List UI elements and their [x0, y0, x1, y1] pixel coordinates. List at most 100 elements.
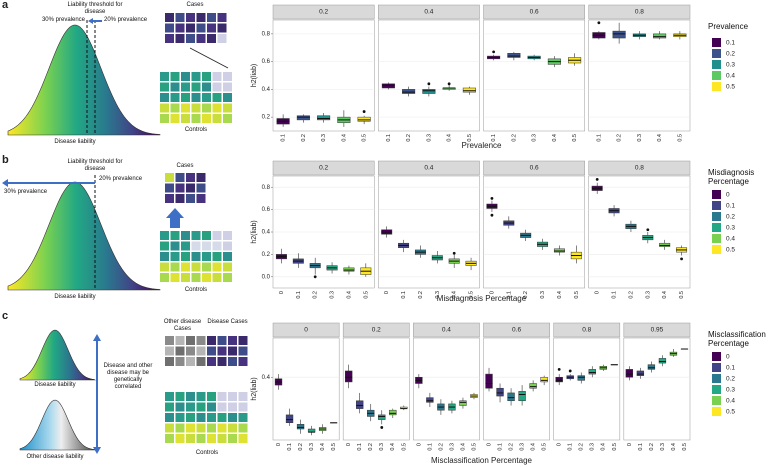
x-tick-label: 0.4	[447, 134, 453, 142]
outlier	[490, 213, 494, 217]
arrow-up	[166, 208, 184, 228]
y-axis-title: h2(liab)	[251, 220, 258, 243]
facet-panel	[272, 19, 375, 132]
individual	[228, 423, 237, 433]
individual	[165, 13, 174, 22]
axis-label: Other disease liability	[26, 454, 84, 460]
prevalence-label: 20% prevalence	[99, 176, 143, 182]
individual	[217, 34, 227, 43]
x-tick-label: 0.4	[657, 134, 663, 142]
individual	[196, 23, 206, 33]
facet-title: 0.95	[651, 327, 664, 334]
x-tick-label: 0	[346, 443, 352, 446]
x-tick-label: 0.2	[298, 443, 304, 451]
individual	[202, 114, 211, 123]
panel-label: c	[2, 310, 8, 322]
legend-swatch	[712, 385, 721, 394]
individual	[196, 13, 206, 22]
individual	[212, 114, 222, 123]
individual	[191, 252, 201, 261]
x-tick-label: 0.1	[497, 443, 503, 451]
individual	[165, 23, 174, 33]
individual	[191, 273, 201, 282]
individual	[165, 357, 174, 366]
legend-swatch	[712, 245, 721, 254]
x-tick-label: 0.4	[320, 443, 326, 451]
box	[507, 53, 521, 58]
individual	[186, 183, 195, 193]
individual	[160, 252, 169, 261]
x-tick-label: 0.4	[671, 443, 677, 451]
individual	[228, 357, 237, 366]
individual	[223, 93, 232, 102]
panel-label: b	[2, 154, 9, 166]
legend-swatch	[712, 49, 721, 58]
legend-swatch	[712, 38, 721, 47]
legend-label: 0.4	[726, 398, 735, 405]
x-tick-label: 0.5	[467, 134, 473, 142]
individual	[170, 82, 180, 92]
x-tick-label: 0.5	[679, 291, 685, 299]
individual	[181, 93, 190, 102]
box	[553, 248, 565, 253]
x-tick-label: 0.4	[601, 443, 607, 451]
x-tick-label: 0.3	[540, 291, 546, 299]
x-tick-label: 0.4	[390, 443, 396, 451]
x-tick-label: 0.1	[427, 443, 433, 451]
y-tick-label: 0.2	[262, 252, 271, 258]
individual	[196, 423, 206, 433]
box	[496, 387, 504, 397]
legend-swatch	[712, 223, 721, 232]
legend-swatch	[712, 363, 721, 372]
individual	[217, 413, 227, 422]
individual	[175, 13, 185, 22]
legend-label: 0.2	[726, 51, 735, 58]
x-tick-label: 0	[279, 291, 285, 294]
box	[381, 83, 395, 89]
individual	[238, 346, 248, 356]
x-tick-label: 0.2	[579, 443, 585, 451]
x-tick-label: 0.2	[649, 443, 655, 451]
y-tick-label: 0.8	[262, 185, 271, 191]
facet-title: 0.8	[582, 327, 591, 334]
box	[389, 409, 397, 416]
x-tick-label: 0.1	[568, 443, 574, 451]
facet-title: 0.8	[635, 9, 644, 16]
individual	[228, 413, 237, 422]
box	[285, 414, 294, 423]
facet-title: 0.4	[424, 165, 433, 172]
individual	[170, 252, 180, 261]
group-label: Controls	[195, 450, 219, 456]
box	[507, 392, 515, 402]
individual	[207, 413, 216, 422]
individual	[212, 262, 222, 272]
individual	[217, 423, 227, 433]
facet-panel	[623, 337, 691, 441]
x-tick-label: 0.5	[469, 291, 475, 299]
individual	[196, 402, 206, 412]
outlier	[492, 50, 496, 54]
x-tick-label: 0.2	[418, 291, 424, 299]
individual	[160, 72, 169, 81]
x-tick-label: 0.1	[506, 291, 512, 299]
individual	[202, 241, 211, 251]
x-tick-label: 0.4	[460, 443, 466, 451]
x-tick-label: 0.2	[438, 443, 444, 451]
individual	[202, 72, 211, 81]
x-axis-title: Prevalence	[461, 141, 502, 150]
individual	[196, 183, 206, 193]
individual	[181, 252, 190, 261]
individual	[165, 423, 174, 433]
x-tick-label: 0.3	[379, 443, 385, 451]
facet-title: 0.6	[530, 9, 539, 16]
x-tick-label: 0.5	[612, 443, 618, 451]
liability-curve	[19, 329, 97, 381]
outlier	[313, 275, 317, 279]
legend-title: Prevalence	[708, 22, 749, 31]
facet-strip	[378, 160, 480, 176]
individual	[170, 114, 180, 123]
y-tick-label: 0.4	[262, 87, 271, 93]
individual	[238, 357, 248, 366]
individual	[175, 173, 185, 182]
